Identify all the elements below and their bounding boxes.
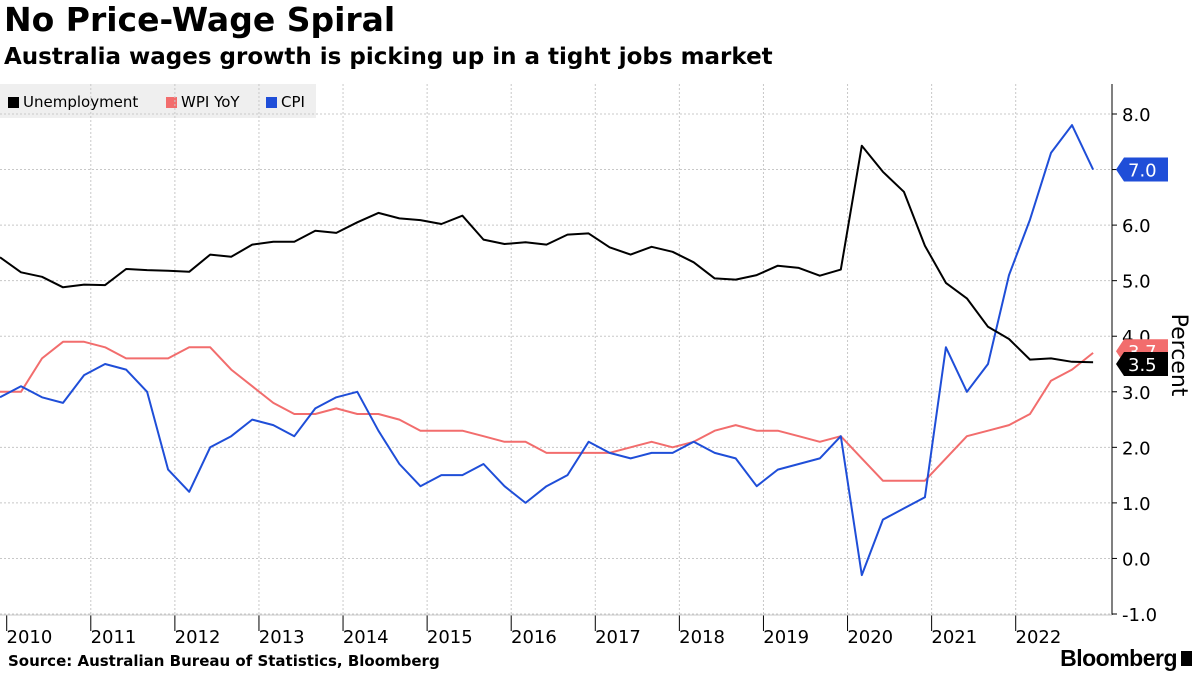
legend-swatch-wpi	[166, 96, 177, 108]
x-tick-label: 2018	[679, 627, 725, 648]
x-tick-label: 2012	[175, 627, 221, 648]
y-tick-label: 6.0	[1122, 216, 1151, 237]
legend-swatch-cpi	[266, 96, 277, 108]
chart-legend: Unemployment WPI YoY CPI	[0, 84, 316, 118]
x-tick-label: 2010	[7, 627, 53, 648]
unemployment-badge	[1116, 352, 1168, 376]
cpi-badge-label: 7.0	[1128, 161, 1157, 182]
legend-item-unemployment: Unemployment	[8, 93, 138, 111]
chart-subtitle: Australia wages growth is picking up in …	[4, 44, 773, 70]
series-line-unemployment	[0, 144, 1094, 364]
y-tick-label: -1.0	[1122, 605, 1157, 626]
legend-label-unemployment: Unemployment	[23, 93, 139, 111]
bloomberg-logo: Bloomberg	[1060, 645, 1192, 672]
y-tick-label: 8.0	[1122, 105, 1151, 126]
legend-label-cpi: CPI	[281, 93, 305, 111]
brand-mark-icon	[1181, 651, 1192, 666]
x-tick-label: 2019	[763, 627, 809, 648]
brand-name: Bloomberg	[1060, 645, 1177, 671]
y-tick-label: 5.0	[1122, 272, 1151, 293]
x-tick-label: 2016	[511, 627, 557, 648]
chart-title: No Price-Wage Spiral	[4, 0, 396, 39]
x-tick-label: 2015	[427, 627, 473, 648]
x-tick-label: 2022	[1016, 627, 1062, 648]
series-line-wpi-yoy	[0, 340, 1094, 482]
x-tick-label: 2020	[847, 627, 893, 648]
x-tick-label: 2017	[595, 627, 641, 648]
series-line-cpi	[0, 124, 1095, 577]
y-tick-label: 0.0	[1122, 549, 1151, 570]
x-tick-label: 2011	[91, 627, 137, 648]
y-tick-label: 3.0	[1122, 383, 1151, 404]
source-note: Source: Australian Bureau of Statistics,…	[8, 652, 440, 670]
x-tick-label: 2014	[343, 627, 389, 648]
legend-item-cpi: CPI	[266, 93, 305, 111]
unemployment-badge-label: 3.5	[1128, 355, 1157, 376]
y-axis-title: Percent	[1166, 314, 1191, 397]
legend-label-wpi: WPI YoY	[181, 93, 240, 111]
y-tick-label: 1.0	[1122, 494, 1151, 515]
cpi-badge	[1116, 157, 1168, 182]
x-tick-label: 2013	[259, 627, 305, 648]
legend-item-wpi: WPI YoY	[166, 93, 240, 111]
legend-swatch-unemployment	[8, 96, 19, 108]
x-tick-label: 2021	[931, 627, 977, 648]
y-tick-label: 2.0	[1122, 438, 1151, 459]
